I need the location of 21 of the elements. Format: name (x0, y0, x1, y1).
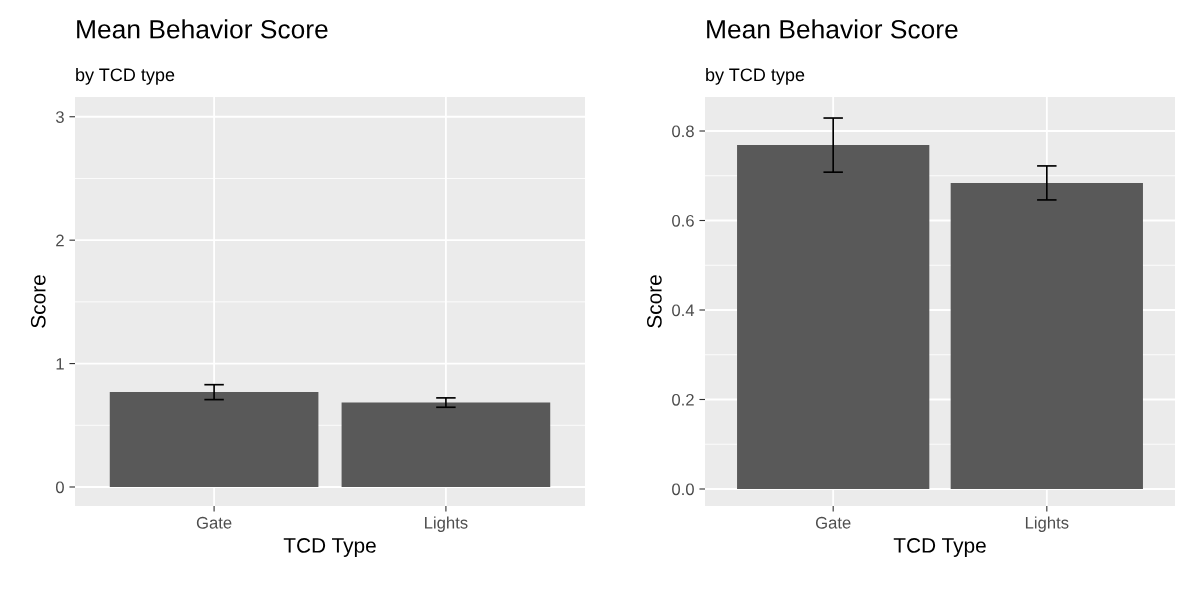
x-axis-title: TCD Type (283, 538, 376, 557)
chart-title: Mean Behavior Score (77, 19, 328, 39)
x-tick-label: Gate (815, 516, 851, 529)
x-axis-title: TCD Type (893, 538, 986, 557)
y-tick-label: 0.8 (672, 125, 694, 138)
y-tick-label: 2 (56, 234, 64, 247)
y-tick-label: 0 (55, 481, 64, 494)
x-tick-label: Lights (425, 516, 468, 532)
y-tick-label: 0.6 (672, 214, 694, 227)
y-tick-label: 3 (55, 111, 64, 123)
chart-subtitle: by TCD type (706, 67, 805, 85)
y-axis-title: Score (30, 275, 46, 328)
chart-subtitle: by TCD type (76, 67, 175, 85)
y-tick-label: 0.2 (672, 393, 694, 406)
y-tick-label: 0.4 (672, 304, 695, 317)
y-axis-title: Score (646, 275, 662, 328)
y-tick-label: 1 (56, 358, 64, 370)
chart-title: Mean Behavior Score (707, 19, 958, 39)
x-tick-label: Gate (196, 516, 232, 529)
x-tick-label: Lights (1025, 516, 1069, 532)
y-tick-label: 0.0 (672, 483, 694, 496)
